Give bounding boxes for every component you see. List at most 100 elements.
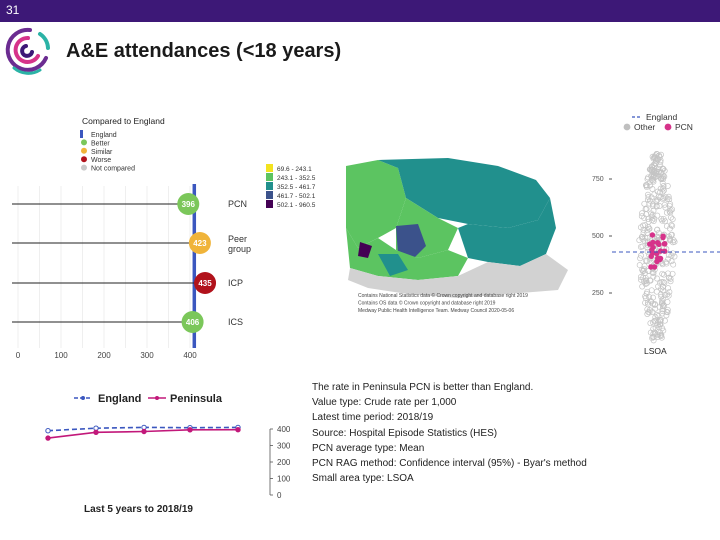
lsoa-other-point: [648, 210, 655, 217]
lsoa-other-point: [648, 163, 655, 170]
lsoa-other-point: [644, 288, 651, 295]
lsoa-other-point: [643, 205, 650, 212]
lsoa-other-point: [660, 176, 667, 183]
legend-swatch: [81, 139, 87, 146]
lsoa-other-point: [644, 306, 651, 313]
lsoa-other-point: [641, 200, 648, 207]
lsoa-other-point: [642, 269, 649, 276]
lsoa-other-point: [661, 317, 668, 324]
lsoa-other-point: [641, 214, 648, 221]
lsoa-other-point: [638, 276, 644, 283]
map-legend-label: 69.6 - 243.1: [277, 166, 312, 173]
lsoa-other-point: [642, 281, 649, 287]
lsoa-other-point: [656, 203, 663, 209]
comparison-tick-label: 400: [183, 351, 197, 360]
lsoa-other-point: [660, 196, 666, 203]
comparison-value-label: 406: [186, 318, 200, 327]
lsoa-other-point: [645, 309, 652, 316]
lsoa-chart: England Other PCN 750 500 250 LSOA: [592, 112, 720, 356]
lsoa-other-point: [650, 270, 657, 277]
lsoa-legend-pcn: PCN: [675, 122, 693, 132]
lsoa-other-point: [666, 202, 673, 209]
comparison-axis: 0 100 200 300 400: [16, 186, 197, 360]
trend-tick-label: 400: [277, 425, 291, 434]
lsoa-other-point: [659, 297, 665, 304]
comparison-legend-item: Worse: [91, 157, 111, 164]
map-region-north: [378, 158, 550, 228]
info-line: The rate in Peninsula PCN is better than…: [312, 382, 534, 393]
lsoa-other-point: [669, 270, 676, 277]
lsoa-other-point: [637, 255, 644, 262]
lsoa-pcn-point: [649, 232, 656, 238]
comparison-value-dot: [188, 232, 211, 254]
lsoa-other-point: [665, 270, 671, 277]
comparison-tick-label: 100: [54, 351, 68, 360]
lsoa-other-point: [657, 157, 664, 164]
map-region-purple: [396, 224, 426, 258]
lsoa-points: [636, 151, 678, 344]
comparison-value-dot: [194, 272, 217, 294]
map-region-west: [346, 160, 406, 248]
lsoa-other-point: [665, 292, 672, 299]
lsoa-other-point: [659, 283, 666, 290]
map-credit-line: Contains National Statistics data © Crow…: [358, 292, 528, 299]
info-line: PCN average type: Mean: [312, 442, 425, 454]
lsoa-y-axis: 750 500 250: [592, 176, 612, 297]
trend-tick-label: 200: [277, 458, 291, 467]
map-region-east: [458, 198, 556, 266]
lsoa-other-point: [646, 225, 653, 232]
lsoa-other-point: [666, 288, 673, 295]
slide-number: 31: [6, 3, 20, 17]
lsoa-other-point: [659, 217, 666, 224]
lsoa-other-point: [657, 189, 663, 196]
lsoa-other-point: [655, 283, 662, 290]
lsoa-other-point: [642, 257, 649, 264]
trend-tick-label: 0: [277, 491, 282, 500]
lsoa-other-point: [667, 235, 673, 242]
lsoa-other-point: [636, 262, 643, 269]
trend-tick-label: 300: [277, 442, 291, 451]
lsoa-other-point: [653, 197, 660, 204]
lsoa-pcn-point: [662, 248, 668, 254]
lsoa-other-point: [646, 293, 653, 300]
lsoa-other-point: [655, 313, 662, 320]
legend-swatch: [81, 156, 87, 163]
info-line: Latest time period: 2018/19: [312, 412, 434, 424]
lsoa-pcn-point: [662, 241, 668, 247]
lsoa-other-point: [639, 243, 646, 250]
legend-swatch: [81, 164, 87, 171]
info-panel: The rate in Peninsula PCN is better than…: [312, 380, 587, 486]
trend-point: [235, 427, 241, 433]
lsoa-other-point: [660, 279, 667, 286]
lsoa-other-point: [637, 274, 644, 280]
comparison-tick-label: 300: [140, 351, 154, 360]
trend-point: [45, 435, 51, 441]
lsoa-other-point: [667, 278, 674, 285]
header-bar: 31: [0, 0, 720, 22]
lsoa-other-point: [652, 314, 659, 321]
lsoa-other-point: [652, 301, 658, 308]
lsoa-pcn-point: [660, 234, 666, 241]
lsoa-other-point: [650, 334, 657, 341]
lsoa-other-point: [640, 222, 647, 229]
lsoa-other-point: [650, 273, 657, 280]
lsoa-pcn-point: [648, 264, 654, 270]
map-legend-swatch: [266, 164, 273, 172]
map-legend-swatch: [266, 173, 273, 181]
lsoa-other-point: [650, 177, 656, 184]
comparison-legend-item: Better: [91, 140, 110, 147]
lsoa-other-point: [657, 317, 663, 323]
lsoa-other-point: [668, 231, 675, 238]
lsoa-other-point: [658, 151, 664, 158]
info-line: PCN RAG method: Confidence interval (95%…: [312, 458, 587, 470]
map-legend-swatch: [266, 200, 273, 208]
lsoa-other-point: [654, 312, 661, 318]
lsoa-other-point: [663, 209, 670, 216]
map-legend-label: 352.5 - 461.7: [277, 184, 316, 191]
lsoa-other-point: [643, 182, 649, 189]
lsoa-other-point: [662, 204, 669, 211]
lsoa-other-point: [645, 194, 652, 201]
lsoa-pcn-point: [650, 239, 656, 246]
lsoa-other-point: [662, 259, 669, 266]
lsoa-other-point: [667, 209, 674, 216]
